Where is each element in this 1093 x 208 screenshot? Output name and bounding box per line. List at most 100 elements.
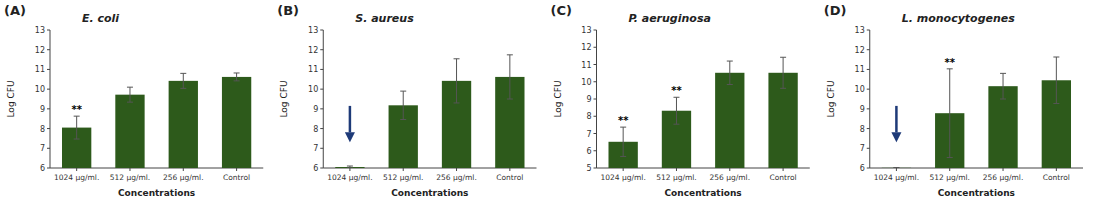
x-tick <box>676 168 677 171</box>
error-bar <box>620 127 626 156</box>
x-tick-label: 512 μg/ml. <box>110 173 151 182</box>
y-tick-label: 6 <box>586 147 591 156</box>
error-bar <box>727 61 733 84</box>
error-cap <box>234 72 240 73</box>
bar <box>222 77 251 168</box>
bar <box>169 81 198 168</box>
significance-label: ** <box>618 115 629 126</box>
error-line <box>183 73 184 88</box>
significance-label: ** <box>71 104 82 115</box>
x-tick <box>76 168 77 171</box>
error-bar <box>507 55 513 99</box>
y-axis <box>869 30 870 168</box>
x-axis-label: Concentrations <box>938 188 1015 198</box>
title: L. monocytogenes <box>902 12 1016 25</box>
bar <box>715 73 744 168</box>
y-tick-label: 9 <box>40 105 45 114</box>
error-cap <box>74 116 80 117</box>
y-tick-label: 9 <box>860 105 865 114</box>
y-tick-label: 12 <box>308 46 318 55</box>
x-tick <box>129 168 130 171</box>
x-tick <box>623 168 624 171</box>
error-cap <box>780 88 786 89</box>
error-bar <box>127 87 133 102</box>
error-cap <box>947 157 953 158</box>
arrow <box>345 106 355 142</box>
panel: (C)P. aeruginosa56789101112131024 μg/ml.… <box>551 3 810 198</box>
x-tick-label: 512 μg/ml. <box>383 173 424 182</box>
y-tick-label: 7 <box>586 130 591 139</box>
panel-label: (D) <box>824 3 847 18</box>
error-cap <box>727 84 733 85</box>
y-tick-label: 10 <box>855 85 865 94</box>
y-tick-label: 12 <box>35 46 45 55</box>
x-tick-label: 1024 μg/ml. <box>54 173 99 182</box>
x-tick <box>236 168 237 171</box>
error-cap <box>620 156 626 157</box>
y-tick-label: 7 <box>860 144 865 153</box>
y-tick-label: 9 <box>313 105 318 114</box>
error-line <box>456 59 457 103</box>
y-tick-label: 13 <box>35 26 45 35</box>
arrow-head <box>891 132 901 142</box>
arrow-head <box>345 132 355 142</box>
error-cap <box>673 124 679 125</box>
x-tick-label: Control <box>223 173 250 182</box>
error-cap <box>180 88 186 89</box>
x-tick <box>896 168 897 171</box>
error-line <box>1003 73 1004 99</box>
y-tick-label: 13 <box>855 26 865 35</box>
error-cap <box>347 166 353 167</box>
y-tick-label: 6 <box>313 164 318 173</box>
y-tick-label: 11 <box>35 65 45 74</box>
y-tick-label: 10 <box>581 78 591 87</box>
error-cap <box>234 80 240 81</box>
x-axis-label: Concentrations <box>391 188 468 198</box>
y-axis-label: Log CFU <box>826 81 836 118</box>
error-line <box>949 69 950 158</box>
error-cap <box>1053 57 1059 58</box>
error-line <box>236 73 237 81</box>
y-tick-label: 11 <box>308 65 318 74</box>
error-cap <box>74 139 80 140</box>
error-cap <box>400 91 406 92</box>
x-tick-label: 256 μg/ml. <box>436 173 477 182</box>
y-tick-label: 6 <box>40 164 45 173</box>
x-tick-label: 512 μg/ml. <box>929 173 970 182</box>
x-tick <box>1003 168 1004 171</box>
x-tick-label: 512 μg/ml. <box>656 173 697 182</box>
error-cap <box>727 61 733 62</box>
x-tick-label: 1024 μg/ml. <box>327 173 372 182</box>
error-cap <box>127 87 133 88</box>
error-cap <box>127 102 133 103</box>
y-tick-label: 7 <box>40 144 45 153</box>
error-bar <box>1000 73 1006 99</box>
bar <box>335 167 364 168</box>
y-tick-label: 10 <box>35 85 45 94</box>
x-tick <box>509 168 510 171</box>
error-cap <box>1053 103 1059 104</box>
y-tick-label: 8 <box>40 125 45 134</box>
error-cap <box>507 54 513 55</box>
panel: (D)L. monocytogenes6789101112131024 μg/m… <box>824 3 1083 198</box>
error-line <box>129 87 130 102</box>
error-line <box>676 97 677 124</box>
x-tick <box>349 168 350 171</box>
x-tick-label: Control <box>1043 173 1070 182</box>
error-line <box>509 55 510 99</box>
significance-label: ** <box>944 57 955 68</box>
error-cap <box>780 57 786 58</box>
panel: (A)E. coli6789101112131024 μg/ml.512 μg/… <box>4 3 263 198</box>
bar <box>882 167 911 168</box>
x-tick-label: 256 μg/ml. <box>163 173 204 182</box>
x-axis-label: Concentrations <box>665 188 742 198</box>
y-tick-label: 10 <box>308 85 318 94</box>
error-bar <box>347 166 353 168</box>
title: P. aeruginosa <box>628 12 710 25</box>
panel-label: (A) <box>4 3 26 18</box>
panel-label: (C) <box>551 3 572 18</box>
error-bar <box>947 69 953 158</box>
y-tick-label: 8 <box>313 125 318 134</box>
y-tick-label: 8 <box>860 125 865 134</box>
error-cap <box>947 68 953 69</box>
